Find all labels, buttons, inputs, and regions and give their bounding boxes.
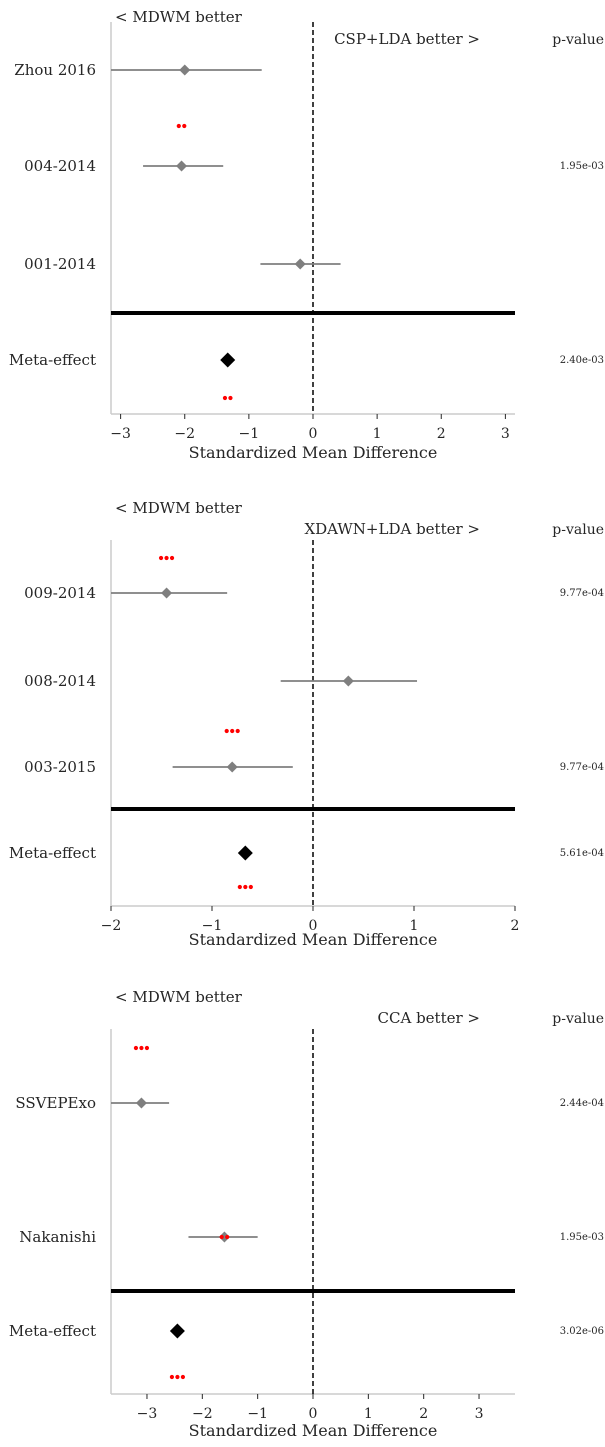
x-tick-label: 3 xyxy=(501,426,510,442)
significance-star-dot xyxy=(164,555,169,561)
pvalue-header: p-value xyxy=(552,522,604,538)
study-diamond xyxy=(226,761,238,773)
x-tick-label: 0 xyxy=(309,1406,318,1422)
meta-significance-star-dot xyxy=(228,395,233,401)
study-label: 003-2015 xyxy=(24,758,96,776)
meta-significance-star-dot xyxy=(169,1374,175,1380)
left-annotation: < MDWM better xyxy=(115,499,243,517)
significance-star-dot xyxy=(182,123,187,129)
x-axis-label: Standardized Mean Difference xyxy=(189,443,438,462)
forest-panel-3: < MDWM better CCA better > p-value −3 −2 −1 0 1… xyxy=(9,988,604,1440)
study-label: SSVEPExo xyxy=(15,1094,96,1112)
study-diamond xyxy=(294,258,306,270)
x-tick-label: −3 xyxy=(110,426,131,442)
study-diamond xyxy=(179,64,191,76)
x-axis-label: Standardized Mean Difference xyxy=(189,1421,438,1440)
meta-label: Meta-effect xyxy=(9,844,96,862)
significance-star-dot xyxy=(144,1045,150,1051)
significance-star-dot xyxy=(230,728,235,734)
meta-diamond xyxy=(237,845,253,861)
pvalue-text: 9.77e-04 xyxy=(560,588,604,599)
study-diamond xyxy=(161,587,173,599)
study-diamond xyxy=(176,160,188,172)
x-tick-label: −1 xyxy=(247,1406,268,1422)
study-label: 004-2014 xyxy=(24,157,96,175)
x-axis-label: Standardized Mean Difference xyxy=(189,930,438,949)
meta-pvalue-text: 3.02e-06 xyxy=(560,1326,604,1337)
significance-star-dot xyxy=(139,1045,144,1051)
meta-pvalue-text: 2.40e-03 xyxy=(560,355,604,366)
x-tick-label: −1 xyxy=(202,918,223,934)
x-tick-label: 1 xyxy=(410,918,419,934)
x-tick-label: 2 xyxy=(437,426,446,442)
study-label: 008-2014 xyxy=(24,672,96,690)
study-label: Zhou 2016 xyxy=(14,61,96,79)
right-annotation: XDAWN+LDA better > xyxy=(304,520,480,538)
x-tick-label: −1 xyxy=(239,426,260,442)
x-tick-label: 1 xyxy=(373,426,382,442)
x-tick-label: 3 xyxy=(475,1406,484,1422)
study-label: Nakanishi xyxy=(19,1228,96,1246)
x-tick-label: −2 xyxy=(101,918,122,934)
significance-star-dot xyxy=(219,1234,224,1240)
significance-star-dot xyxy=(169,555,175,561)
study-label: 001-2014 xyxy=(24,255,96,273)
meta-pvalue-text: 5.61e-04 xyxy=(560,848,604,859)
significance-star-dot xyxy=(225,1234,230,1240)
study-label: 009-2014 xyxy=(24,584,96,602)
pvalue-text: 9.77e-04 xyxy=(560,762,604,773)
pvalue-header: p-value xyxy=(552,32,604,48)
meta-significance-star-dot xyxy=(180,1374,186,1380)
meta-significance-star-dot xyxy=(222,395,228,401)
significance-star-dot xyxy=(224,728,229,734)
x-tick-label: 1 xyxy=(364,1406,373,1422)
pvalue-text: 1.95e-03 xyxy=(560,161,604,172)
left-annotation: < MDWM better xyxy=(115,988,243,1006)
significance-star-dot xyxy=(133,1045,139,1051)
meta-label: Meta-effect xyxy=(9,351,96,369)
x-tick-label: 2 xyxy=(511,918,520,934)
meta-diamond xyxy=(220,352,236,368)
left-annotation: < MDWM better xyxy=(115,8,243,26)
forest-panel-2: < MDWM better XDAWN+LDA better > p-value −2… xyxy=(9,499,604,949)
pvalue-text: 2.44e-04 xyxy=(560,1098,604,1109)
study-diamond xyxy=(342,675,354,687)
x-tick-label: −2 xyxy=(192,1406,213,1422)
meta-significance-star-dot xyxy=(175,1374,180,1380)
significance-star-dot xyxy=(158,555,164,561)
significance-star-dot xyxy=(235,728,240,734)
pvalue-text: 1.95e-03 xyxy=(560,1232,604,1243)
study-diamond xyxy=(135,1097,147,1109)
significance-star-dot xyxy=(176,123,181,129)
x-tick-label: 0 xyxy=(309,426,318,442)
right-annotation: CCA better > xyxy=(378,1009,480,1027)
x-tick-label: 2 xyxy=(419,1406,428,1422)
pvalue-header: p-value xyxy=(552,1011,604,1027)
meta-label: Meta-effect xyxy=(9,1322,96,1340)
x-tick-label: 0 xyxy=(309,918,318,934)
meta-significance-star-dot xyxy=(248,884,253,890)
study-diamond xyxy=(218,1231,230,1243)
meta-significance-star-dot xyxy=(237,884,242,890)
right-annotation: CSP+LDA better > xyxy=(334,30,480,48)
meta-significance-star-dot xyxy=(243,884,248,890)
x-tick-label: −2 xyxy=(174,426,195,442)
meta-diamond xyxy=(169,1323,185,1339)
x-tick-label: −3 xyxy=(137,1406,158,1422)
forest-panel-1: < MDWM better CSP+LDA better > p-value −3 −2… xyxy=(9,8,604,462)
